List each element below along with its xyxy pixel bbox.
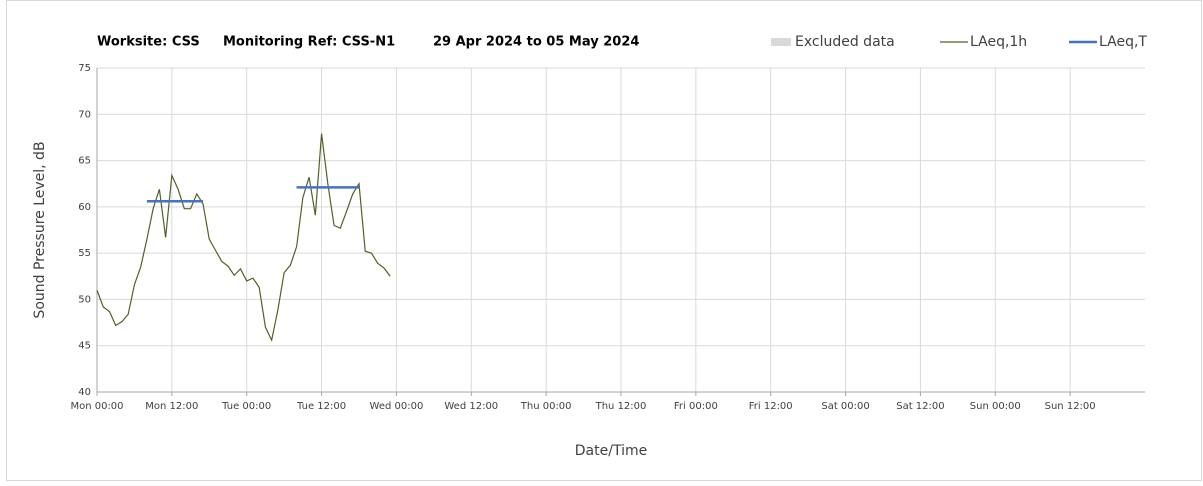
series-line bbox=[146, 186, 359, 203]
x-axis-label: Date/Time bbox=[575, 443, 647, 459]
x-tick-label: Mon 00:00 bbox=[70, 401, 123, 412]
chart-title: Monitoring Ref: CSS-N1 bbox=[223, 35, 395, 50]
x-tick-label: Sun 12:00 bbox=[1045, 401, 1096, 412]
y-tick-label: 70 bbox=[78, 109, 91, 120]
x-tick-label: Tue 12:00 bbox=[296, 401, 346, 412]
x-tick-label: Tue 00:00 bbox=[221, 401, 271, 412]
x-tick-label: Wed 00:00 bbox=[370, 401, 424, 412]
y-tick-label: 55 bbox=[78, 248, 91, 259]
x-tick-label: Thu 12:00 bbox=[595, 401, 647, 412]
legend-swatch bbox=[771, 38, 791, 46]
x-tick-label: Wed 12:00 bbox=[444, 401, 498, 412]
y-tick-label: 65 bbox=[78, 156, 91, 167]
y-tick-label: 60 bbox=[78, 202, 91, 213]
y-tick-label: 50 bbox=[78, 294, 91, 305]
x-tick-label: Sat 00:00 bbox=[821, 401, 869, 412]
x-tick-label: Thu 00:00 bbox=[520, 401, 572, 412]
legend-label: LAeq,1h bbox=[970, 34, 1027, 50]
x-tick-label: Sat 12:00 bbox=[896, 401, 944, 412]
chart-title: 29 Apr 2024 to 05 May 2024 bbox=[433, 35, 639, 50]
y-axis-label: Sound Pressure Level, dB bbox=[32, 141, 48, 318]
x-tick-label: Mon 12:00 bbox=[145, 401, 198, 412]
y-tick-label: 45 bbox=[78, 341, 91, 352]
y-tick-label: 75 bbox=[78, 63, 91, 74]
legend-label: LAeq,T bbox=[1099, 34, 1147, 50]
x-tick-label: Sun 00:00 bbox=[970, 401, 1021, 412]
legend-label: Excluded data bbox=[795, 34, 895, 50]
x-tick-label: Fri 00:00 bbox=[674, 401, 718, 412]
y-tick-label: 40 bbox=[78, 387, 91, 398]
series-line bbox=[96, 133, 391, 343]
chart-title: Worksite: CSS bbox=[97, 35, 200, 50]
x-tick-label: Fri 12:00 bbox=[749, 401, 793, 412]
chart-border bbox=[6, 0, 1202, 481]
